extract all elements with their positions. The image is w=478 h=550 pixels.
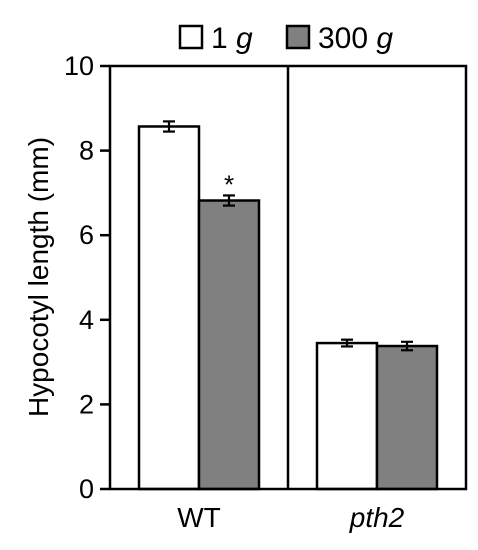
y-tick-label-3: 6 xyxy=(79,220,94,250)
legend-swatch-300g xyxy=(285,24,311,50)
annotations: * xyxy=(224,169,234,199)
category-label-0: WT xyxy=(177,502,221,533)
significance-marker-0: * xyxy=(224,169,234,199)
bar-WT-1 xyxy=(197,199,261,491)
legend-swatch-1g xyxy=(178,24,204,50)
y-axis-ticks: 0 2 4 6 8 10 xyxy=(64,51,110,504)
legend: 1 g 300 g xyxy=(178,22,393,55)
y-tick-label-4: 8 xyxy=(79,136,94,166)
bar-pth2-0 xyxy=(315,341,379,491)
error-bars xyxy=(163,120,413,352)
bar-pth2-1 xyxy=(375,344,439,491)
y-axis-label: Hypocotyl length (mm) xyxy=(23,137,54,417)
category-label-1: pth2 xyxy=(349,502,405,533)
bar-WT-0 xyxy=(137,125,201,491)
category-labels: WT pth2 xyxy=(177,502,404,533)
y-tick-label-5: 10 xyxy=(64,51,94,81)
plot-frame xyxy=(108,64,468,491)
y-tick-label-0: 0 xyxy=(79,474,94,504)
y-tick-label-2: 4 xyxy=(79,305,94,335)
legend-label-300g: 300 g xyxy=(318,22,393,55)
y-tick-label-1: 2 xyxy=(79,389,94,419)
legend-label-1g: 1 g xyxy=(211,22,253,55)
